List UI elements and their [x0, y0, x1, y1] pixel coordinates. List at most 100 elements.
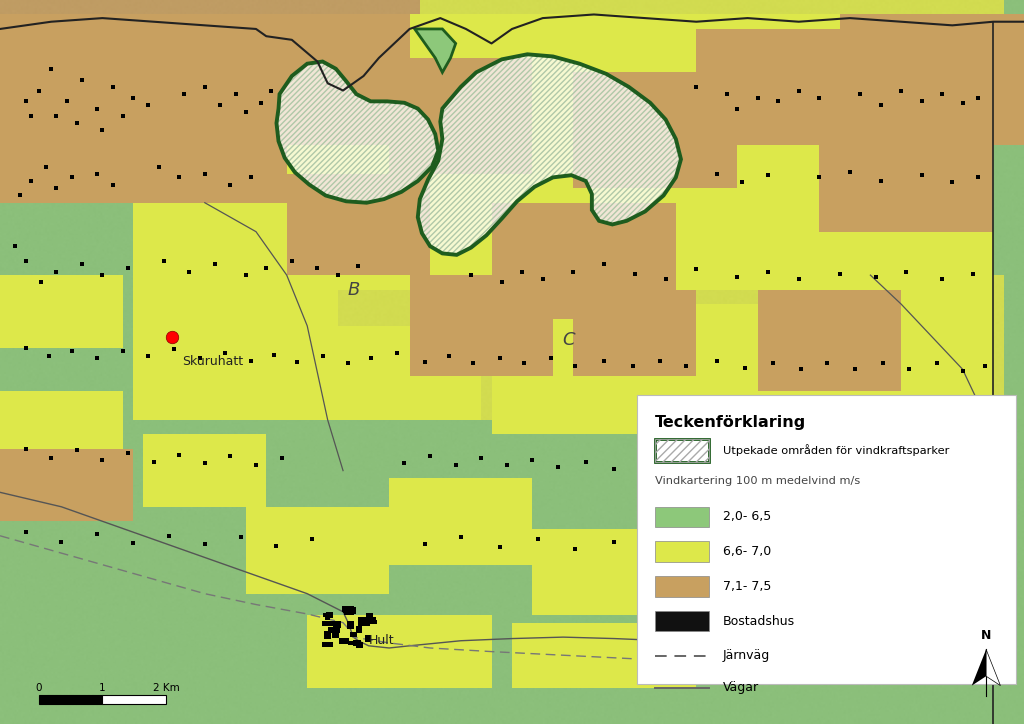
Point [954, 365, 971, 376]
Point [31, 85, 47, 96]
Bar [356, 641, 362, 648]
Point [248, 459, 264, 471]
Point [396, 458, 413, 469]
Bar [343, 606, 353, 611]
Text: 6,6- 7,0: 6,6- 7,0 [723, 545, 771, 558]
Bar [364, 618, 376, 623]
Bar [348, 641, 359, 645]
Text: 2 Km: 2 Km [153, 683, 179, 693]
Bar [356, 626, 361, 633]
Bar [344, 610, 353, 615]
Point [516, 358, 532, 369]
Point [48, 110, 65, 122]
Bar [389, 478, 532, 565]
Text: Utpekade områden för vindkraftsparker: Utpekade områden för vindkraftsparker [723, 445, 949, 456]
Point [872, 175, 889, 187]
Point [217, 348, 233, 359]
Bar [532, 529, 696, 615]
Bar [840, 507, 993, 594]
Point [17, 342, 34, 353]
Bar [343, 608, 355, 613]
Point [819, 358, 836, 369]
Point [913, 96, 930, 107]
Point [33, 277, 49, 288]
Point [734, 177, 751, 188]
Point [811, 172, 827, 183]
Bar [39, 695, 102, 704]
Polygon shape [986, 649, 1000, 686]
Point [567, 543, 584, 555]
Point [222, 450, 239, 462]
Point [606, 536, 623, 547]
Text: Vindkartering 100 m medelvind m/s: Vindkartering 100 m medelvind m/s [655, 476, 860, 486]
Point [524, 454, 541, 466]
Point [543, 353, 559, 364]
Bar [367, 620, 377, 624]
Point [53, 536, 70, 547]
Point [140, 350, 157, 362]
Point [12, 190, 29, 201]
Bar [287, 362, 410, 449]
Bar [334, 620, 341, 628]
Point [811, 463, 827, 475]
Bar [366, 635, 372, 641]
Point [791, 273, 807, 285]
Text: 1: 1 [99, 683, 105, 693]
Point [258, 262, 274, 274]
Bar [635, 304, 840, 405]
Bar [325, 631, 332, 639]
Point [750, 92, 766, 104]
Bar [901, 14, 1024, 145]
Point [238, 106, 254, 118]
Point [494, 277, 510, 288]
Bar [655, 542, 709, 562]
Point [453, 531, 469, 543]
Point [606, 463, 623, 475]
Point [23, 110, 39, 122]
Point [17, 526, 34, 538]
Point [7, 240, 24, 252]
Point [842, 541, 858, 552]
Point [924, 543, 940, 555]
Point [104, 81, 121, 93]
Bar [344, 638, 349, 643]
Point [94, 125, 111, 136]
Point [309, 262, 326, 274]
Bar [0, 14, 287, 203]
Point [447, 459, 464, 471]
Bar [983, 14, 1024, 275]
Point [867, 271, 884, 282]
Point [657, 273, 674, 285]
Point [874, 358, 891, 369]
Bar [350, 632, 356, 637]
Point [43, 63, 59, 75]
Bar [246, 507, 389, 594]
Point [934, 466, 950, 478]
Point [94, 269, 111, 281]
Point [417, 539, 433, 550]
Point [793, 363, 809, 375]
Point [565, 266, 582, 277]
Text: 0: 0 [36, 683, 42, 693]
Point [492, 353, 508, 364]
Bar [358, 618, 370, 626]
Polygon shape [972, 649, 986, 686]
Point [166, 343, 182, 355]
Bar [342, 606, 353, 612]
Bar [819, 116, 993, 232]
Point [17, 255, 34, 266]
Bar [637, 395, 1016, 684]
Point [465, 358, 481, 369]
Point [304, 533, 321, 544]
Point [760, 169, 776, 181]
Text: C: C [562, 332, 574, 349]
Point [596, 355, 612, 366]
Point [314, 350, 331, 362]
Point [232, 531, 249, 543]
Bar [143, 434, 266, 507]
Bar [696, 29, 860, 145]
Text: Hult: Hult [369, 634, 394, 647]
Bar [353, 640, 360, 646]
Point [893, 85, 909, 96]
Bar [349, 607, 356, 615]
